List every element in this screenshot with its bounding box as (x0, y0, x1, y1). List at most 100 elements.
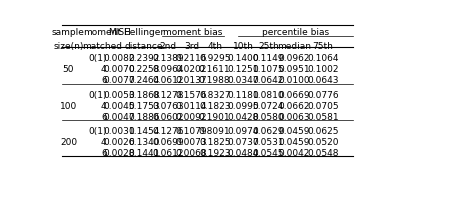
Text: 0.0548: 0.0548 (307, 149, 339, 158)
Text: 200: 200 (60, 138, 77, 147)
Text: 4: 4 (101, 65, 107, 74)
Text: moment: moment (83, 28, 121, 37)
Text: 0.0114: 0.0114 (176, 102, 207, 111)
Text: 0.0810: 0.0810 (253, 91, 284, 100)
Text: 0.1389: 0.1389 (152, 54, 184, 63)
Text: 0.8091: 0.8091 (199, 127, 230, 136)
Text: 0.0531: 0.0531 (253, 138, 284, 147)
Text: 0(1): 0(1) (88, 91, 107, 100)
Text: 0.1149: 0.1149 (253, 54, 284, 63)
Text: 0.0042: 0.0042 (279, 149, 310, 158)
Text: 25th: 25th (258, 42, 279, 51)
Text: 0.0068: 0.0068 (176, 149, 207, 158)
Text: 0.2392: 0.2392 (128, 54, 159, 63)
Text: 0.1611: 0.1611 (199, 65, 230, 74)
Text: 0.0642: 0.0642 (253, 76, 284, 85)
Text: 4: 4 (101, 102, 107, 111)
Text: 4th: 4th (207, 42, 222, 51)
Text: 0.0484: 0.0484 (228, 149, 259, 158)
Text: 0.1079: 0.1079 (176, 127, 207, 136)
Text: 4: 4 (101, 138, 107, 147)
Text: 0.0699: 0.0699 (152, 138, 184, 147)
Text: distance: distance (125, 42, 163, 51)
Text: sample: sample (52, 28, 85, 37)
Text: 75th: 75th (312, 42, 333, 51)
Text: 10th: 10th (233, 42, 254, 51)
Text: 0.1988: 0.1988 (199, 76, 230, 85)
Text: 0.1075: 0.1075 (253, 65, 284, 74)
Text: 100: 100 (60, 102, 77, 111)
Text: 0.1753: 0.1753 (128, 102, 160, 111)
Text: 0.0082: 0.0082 (103, 54, 135, 63)
Text: 0.0776: 0.0776 (307, 91, 339, 100)
Text: 0.0459: 0.0459 (279, 138, 310, 147)
Text: 0.0612: 0.0612 (152, 76, 184, 85)
Text: 0.0763: 0.0763 (152, 102, 184, 111)
Text: 0.0428: 0.0428 (228, 113, 259, 122)
Text: 0.0581: 0.0581 (307, 113, 339, 122)
Text: 0.1825: 0.1825 (199, 138, 230, 147)
Text: 0.0347: 0.0347 (228, 76, 259, 85)
Text: 0.0964: 0.0964 (152, 65, 184, 74)
Text: 0(1): 0(1) (88, 127, 107, 136)
Text: 0.0737: 0.0737 (228, 138, 259, 147)
Text: percentile bias: percentile bias (262, 28, 329, 37)
Text: 0.1251: 0.1251 (228, 65, 259, 74)
Text: 0.0669: 0.0669 (279, 91, 310, 100)
Text: 0.0202: 0.0202 (176, 65, 207, 74)
Text: 0.0643: 0.0643 (307, 76, 339, 85)
Text: 6: 6 (101, 76, 107, 85)
Text: 0.2116: 0.2116 (176, 54, 207, 63)
Text: 0.0459: 0.0459 (279, 127, 310, 136)
Text: 0(1): 0(1) (88, 54, 107, 63)
Text: 0.0092: 0.0092 (176, 113, 207, 122)
Text: 0.1181: 0.1181 (228, 91, 259, 100)
Text: 0.1823: 0.1823 (199, 102, 230, 111)
Text: matched: matched (82, 42, 122, 51)
Text: 50: 50 (63, 65, 74, 74)
Text: 0.0662: 0.0662 (279, 102, 310, 111)
Text: 0.1454: 0.1454 (128, 127, 159, 136)
Text: 6: 6 (101, 149, 107, 158)
Text: 0.1923: 0.1923 (199, 149, 230, 158)
Text: 0.8327: 0.8327 (199, 91, 230, 100)
Text: 0.0705: 0.0705 (307, 102, 339, 111)
Text: 6: 6 (101, 113, 107, 122)
Text: 2nd: 2nd (159, 42, 176, 51)
Text: 0.2258: 0.2258 (128, 65, 159, 74)
Text: 0.1278: 0.1278 (152, 91, 184, 100)
Text: 0.9295: 0.9295 (199, 54, 230, 63)
Text: 0.0962: 0.0962 (279, 54, 310, 63)
Text: median: median (277, 42, 311, 51)
Text: 0.1901: 0.1901 (199, 113, 230, 122)
Text: size(n): size(n) (53, 42, 83, 51)
Text: 0.0047: 0.0047 (103, 113, 135, 122)
Text: 0.1886: 0.1886 (128, 113, 160, 122)
Text: 0.0073: 0.0073 (176, 138, 207, 147)
Text: moment bias: moment bias (163, 28, 223, 37)
Text: 0.0625: 0.0625 (307, 127, 339, 136)
Text: 0.0545: 0.0545 (253, 149, 284, 158)
Text: 0.1400: 0.1400 (228, 54, 259, 63)
Text: 0.1576: 0.1576 (176, 91, 207, 100)
Text: 0.0137: 0.0137 (176, 76, 207, 85)
Text: 0.0612: 0.0612 (152, 149, 184, 158)
Text: 0.0724: 0.0724 (253, 102, 284, 111)
Text: 0.0995: 0.0995 (228, 102, 259, 111)
Text: 0.0045: 0.0045 (103, 102, 135, 111)
Text: 0.0070: 0.0070 (103, 65, 135, 74)
Text: 0.0077: 0.0077 (103, 76, 135, 85)
Text: 0.1340: 0.1340 (128, 138, 159, 147)
Text: MISE: MISE (108, 28, 130, 37)
Text: Hellinger: Hellinger (123, 28, 164, 37)
Text: 0.1064: 0.1064 (307, 54, 339, 63)
Text: 0.1002: 0.1002 (307, 65, 339, 74)
Text: 0.0602: 0.0602 (152, 113, 184, 122)
Text: 0.0026: 0.0026 (103, 138, 135, 147)
Text: 0.0031: 0.0031 (103, 127, 135, 136)
Text: 0.0974: 0.0974 (228, 127, 259, 136)
Text: 0.1276: 0.1276 (152, 127, 184, 136)
Text: 0.0028: 0.0028 (103, 149, 135, 158)
Text: 0.0629: 0.0629 (253, 127, 284, 136)
Text: 0.0580: 0.0580 (253, 113, 284, 122)
